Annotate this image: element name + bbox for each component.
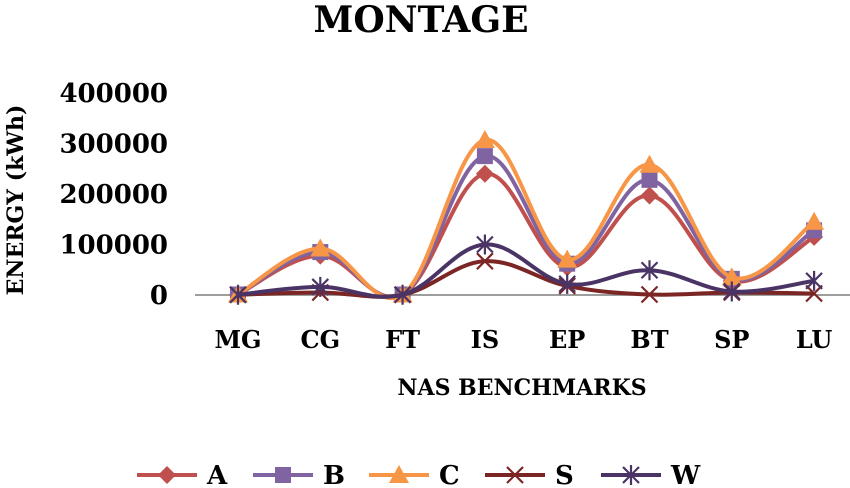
- x-tick-label: SP: [714, 325, 749, 354]
- data-point-s: [640, 285, 659, 304]
- legend-marker-a: [158, 466, 176, 484]
- legend-marker-s: [506, 466, 524, 484]
- data-point-s: [805, 284, 823, 303]
- legend-label-b: B: [323, 461, 345, 488]
- x-tick-label: MG: [214, 325, 261, 354]
- legend-label-w: W: [670, 461, 701, 488]
- data-point-a: [475, 164, 494, 183]
- data-point-w: [640, 260, 659, 281]
- data-point-c: [721, 267, 742, 286]
- x-axis-label: NAS BENCHMARKS: [397, 375, 646, 401]
- data-point-c: [474, 129, 495, 148]
- data-point-c: [310, 238, 331, 257]
- legend-label-s: S: [555, 461, 574, 488]
- data-point-b: [476, 148, 493, 165]
- data-point-w: [723, 281, 741, 302]
- data-point-c: [639, 154, 660, 173]
- data-point-w: [558, 273, 576, 294]
- legend-label-c: C: [439, 461, 460, 488]
- legend-label-a: A: [206, 461, 228, 488]
- x-tick-label: CG: [300, 325, 340, 354]
- y-tick-label: 400000: [59, 79, 168, 109]
- chart-title: MONTAGE: [313, 0, 528, 41]
- series-line-c: [236, 137, 816, 300]
- y-tick-label: 0: [150, 281, 168, 311]
- data-point-w: [229, 284, 247, 305]
- x-tick-label: IS: [471, 325, 500, 354]
- legend-marker-c: [389, 465, 409, 483]
- data-point-w: [393, 284, 412, 305]
- x-tick-label: BT: [630, 325, 668, 354]
- data-point-s: [476, 252, 494, 270]
- y-tick-label: 300000: [59, 130, 168, 160]
- data-point-b: [641, 171, 658, 188]
- data-point-w: [805, 270, 823, 291]
- plot-area: 0 100000 200000 300000 400000 MG CG FT IS EP BT SP L…: [59, 79, 850, 354]
- data-point-w: [476, 234, 494, 255]
- data-point-c: [557, 249, 578, 268]
- series-line-s: [237, 259, 815, 299]
- x-tick-label: EP: [549, 325, 585, 354]
- legend-marker-b: [275, 467, 291, 483]
- y-tick-label: 100000: [59, 231, 168, 261]
- x-tick-label: LU: [796, 325, 833, 354]
- data-point-a: [640, 186, 659, 205]
- legend-marker-w: [622, 465, 640, 485]
- series-line-w: [237, 242, 815, 299]
- data-point-w: [311, 276, 330, 297]
- y-axis-label: ENERGY (kWh): [3, 105, 29, 296]
- data-point-c: [804, 211, 825, 230]
- x-tick-label: FT: [385, 325, 420, 354]
- y-tick-label: 200000: [59, 180, 168, 210]
